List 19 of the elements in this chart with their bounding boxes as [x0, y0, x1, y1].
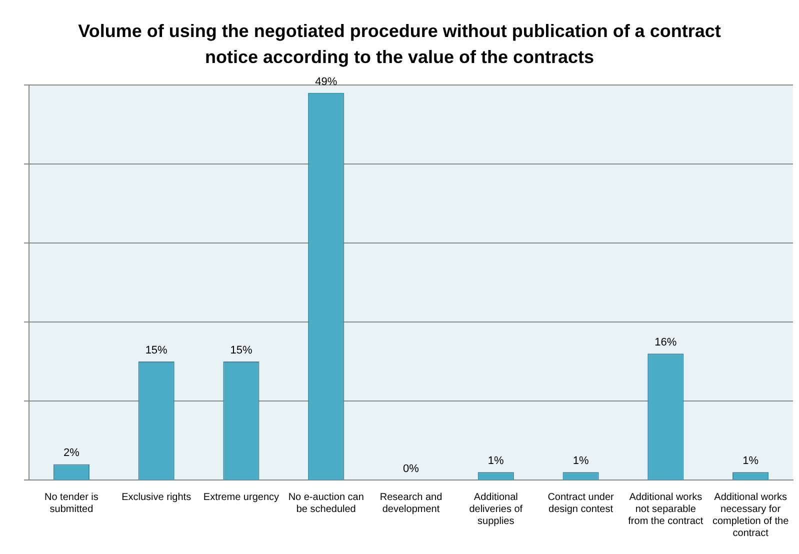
x-tick-label: Additional works not separable from the contract [628, 492, 704, 527]
data-label: 15% [230, 344, 252, 356]
x-tick-label: Exclusive rights [122, 492, 192, 503]
x-tick-label: Research and development [380, 492, 442, 515]
data-label: 49% [315, 76, 338, 88]
x-tick-label: No e-auction can be scheduled [288, 492, 364, 515]
data-label: 16% [654, 336, 677, 349]
data-label: 15% [145, 344, 168, 356]
x-tick-label: No tender is submitted [44, 492, 98, 515]
chart-title: Volume of using the negotiated procedure without publication of a contract notice according to the value of the contracts [77, 20, 722, 69]
data-label: 0% [403, 463, 420, 475]
x-tick-label: Additional deliveries of supplies [469, 492, 523, 527]
data-label: 2% [63, 447, 80, 460]
x-tick-label: Additional works necessary for completion of the contract [712, 492, 790, 539]
data-label: 1% [742, 455, 759, 468]
data-label: 1% [572, 455, 589, 468]
data-label: 1% [488, 455, 504, 468]
x-tick-label: Contract under design contest [548, 492, 615, 515]
x-tick-label: Extreme urgency [203, 492, 280, 503]
